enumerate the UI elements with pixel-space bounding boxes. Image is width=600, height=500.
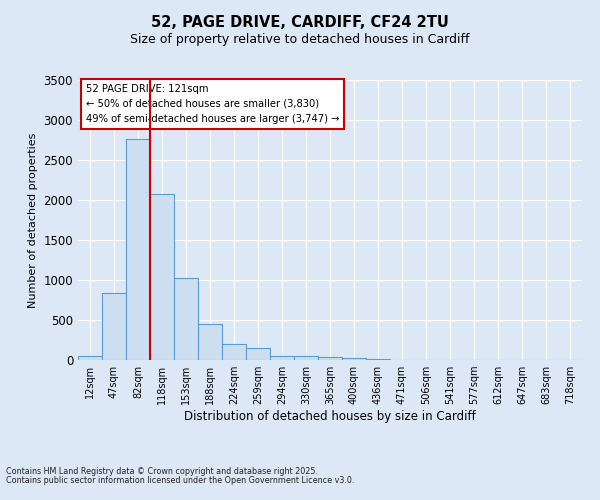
- Bar: [222, 344, 246, 360]
- Bar: [102, 293, 126, 360]
- Text: Contains public sector information licensed under the Open Government Licence v3: Contains public sector information licen…: [6, 476, 355, 485]
- Bar: [150, 194, 174, 360]
- Bar: [78, 356, 102, 360]
- Bar: [174, 278, 198, 360]
- Text: Size of property relative to detached houses in Cardiff: Size of property relative to detached ho…: [130, 32, 470, 46]
- Bar: [342, 358, 366, 360]
- Text: 52, PAGE DRIVE, CARDIFF, CF24 2TU: 52, PAGE DRIVE, CARDIFF, CF24 2TU: [151, 15, 449, 30]
- Y-axis label: Number of detached properties: Number of detached properties: [28, 132, 38, 308]
- X-axis label: Distribution of detached houses by size in Cardiff: Distribution of detached houses by size …: [184, 410, 476, 423]
- Bar: [246, 348, 270, 360]
- Bar: [366, 359, 390, 360]
- Bar: [318, 357, 342, 360]
- Text: Contains HM Land Registry data © Crown copyright and database right 2025.: Contains HM Land Registry data © Crown c…: [6, 467, 318, 476]
- Bar: [294, 356, 318, 360]
- Bar: [126, 139, 150, 360]
- Bar: [198, 324, 222, 360]
- Text: 52 PAGE DRIVE: 121sqm
← 50% of detached houses are smaller (3,830)
49% of semi-d: 52 PAGE DRIVE: 121sqm ← 50% of detached …: [86, 84, 339, 124]
- Bar: [270, 356, 294, 360]
